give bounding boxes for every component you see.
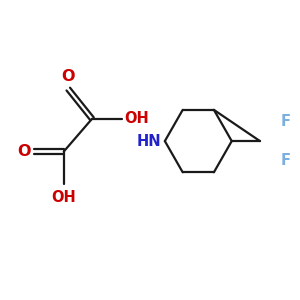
Text: OH: OH bbox=[124, 111, 149, 126]
Text: F: F bbox=[281, 153, 291, 168]
Text: F: F bbox=[281, 114, 291, 129]
Text: HN: HN bbox=[137, 134, 161, 148]
Text: OH: OH bbox=[51, 190, 76, 205]
Text: O: O bbox=[17, 144, 31, 159]
Text: O: O bbox=[61, 69, 75, 84]
